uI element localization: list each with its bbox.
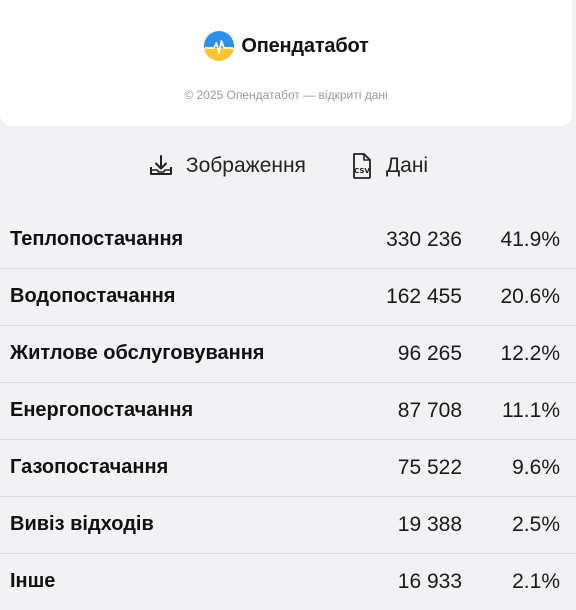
category-value: 96 265 [397,342,462,365]
opendatabot-logo-icon [204,31,235,61]
brand-name: Опендатабот [241,34,369,57]
category-value: 162 455 [386,285,462,308]
csv-file-icon: CSV [353,153,371,179]
download-image-label: Зображення [185,154,306,177]
table-row: Інше 16 933 2.1% [0,554,576,610]
category-percent: 9.6% [512,456,560,479]
category-name: Житлове обслуговування [10,342,265,364]
category-percent: 12.2% [500,342,560,365]
category-percent: 41.9% [500,228,560,251]
category-name: Газопостачання [10,456,169,478]
category-name: Енергопостачання [10,399,194,421]
table-row: Вивіз відходів 19 388 2.5% [0,497,576,554]
copyright-text: © 2025 Опендатабот — відкриті дані [184,88,388,102]
download-data-button[interactable]: CSV Дані [350,152,428,180]
category-percent: 11.1% [502,399,560,422]
category-value: 75 522 [397,456,462,479]
header-card: Опендатабот © 2025 Опендатабот — відкрит… [0,0,572,126]
category-name: Теплопостачання [10,228,184,250]
export-actions: Зображення CSV Дані [0,152,576,180]
data-table: Теплопостачання 330 236 41.9% Водопостач… [0,212,576,610]
category-value: 19 388 [397,513,462,536]
table-row: Теплопостачання 330 236 41.9% [0,212,576,269]
category-name: Вивіз відходів [10,513,154,535]
category-value: 330 236 [386,228,462,251]
download-image-button[interactable]: Зображення [148,152,306,180]
svg-text:CSV: CSV [354,167,370,175]
table-row: Житлове обслуговування 96 265 12.2% [0,326,576,383]
category-percent: 2.1% [512,570,560,593]
category-value: 16 933 [397,570,462,593]
download-tray-icon [149,155,172,175]
category-name: Інше [10,570,56,592]
table-row: Енергопостачання 87 708 11.1% [0,383,576,440]
download-data-label: Дані [385,154,429,177]
category-name: Водопостачання [10,285,176,307]
table-row: Газопостачання 75 522 9.6% [0,440,576,497]
category-value: 87 708 [397,399,462,422]
category-percent: 20.6% [500,285,560,308]
category-percent: 2.5% [512,513,560,536]
table-row: Водопостачання 162 455 20.6% [0,269,576,326]
brand[interactable]: Опендатабот [0,30,572,62]
